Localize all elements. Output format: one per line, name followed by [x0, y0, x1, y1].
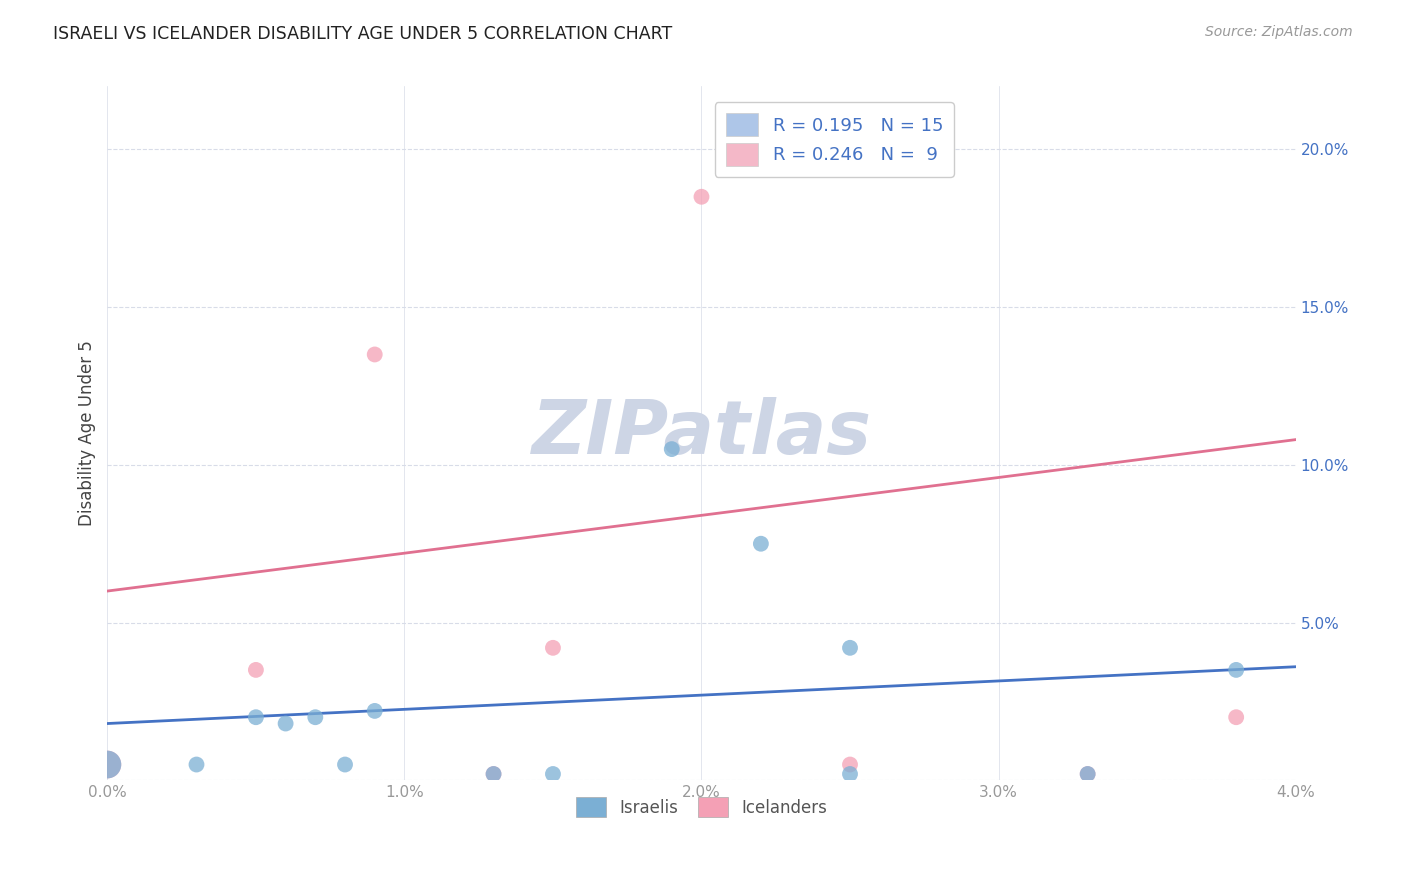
Point	[482, 767, 505, 781]
Point	[96, 757, 118, 772]
Point	[186, 757, 208, 772]
Point	[839, 640, 862, 655]
Point	[541, 640, 564, 655]
Point	[839, 757, 862, 772]
Point	[96, 757, 118, 772]
Point	[364, 704, 387, 718]
Point	[333, 757, 356, 772]
Point	[304, 710, 326, 724]
Legend: Israelis, Icelanders: Israelis, Icelanders	[569, 790, 834, 824]
Text: Source: ZipAtlas.com: Source: ZipAtlas.com	[1205, 25, 1353, 39]
Point	[482, 767, 505, 781]
Point	[839, 767, 862, 781]
Point	[690, 190, 713, 204]
Text: ISRAELI VS ICELANDER DISABILITY AGE UNDER 5 CORRELATION CHART: ISRAELI VS ICELANDER DISABILITY AGE UNDE…	[53, 25, 672, 43]
Point	[749, 537, 772, 551]
Point	[245, 710, 267, 724]
Y-axis label: Disability Age Under 5: Disability Age Under 5	[79, 341, 96, 526]
Point	[1077, 767, 1099, 781]
Point	[1225, 663, 1247, 677]
Point	[245, 663, 267, 677]
Text: ZIPatlas: ZIPatlas	[531, 397, 872, 470]
Point	[364, 347, 387, 361]
Point	[541, 767, 564, 781]
Point	[274, 716, 297, 731]
Point	[661, 442, 683, 456]
Point	[1225, 710, 1247, 724]
Point	[1077, 767, 1099, 781]
